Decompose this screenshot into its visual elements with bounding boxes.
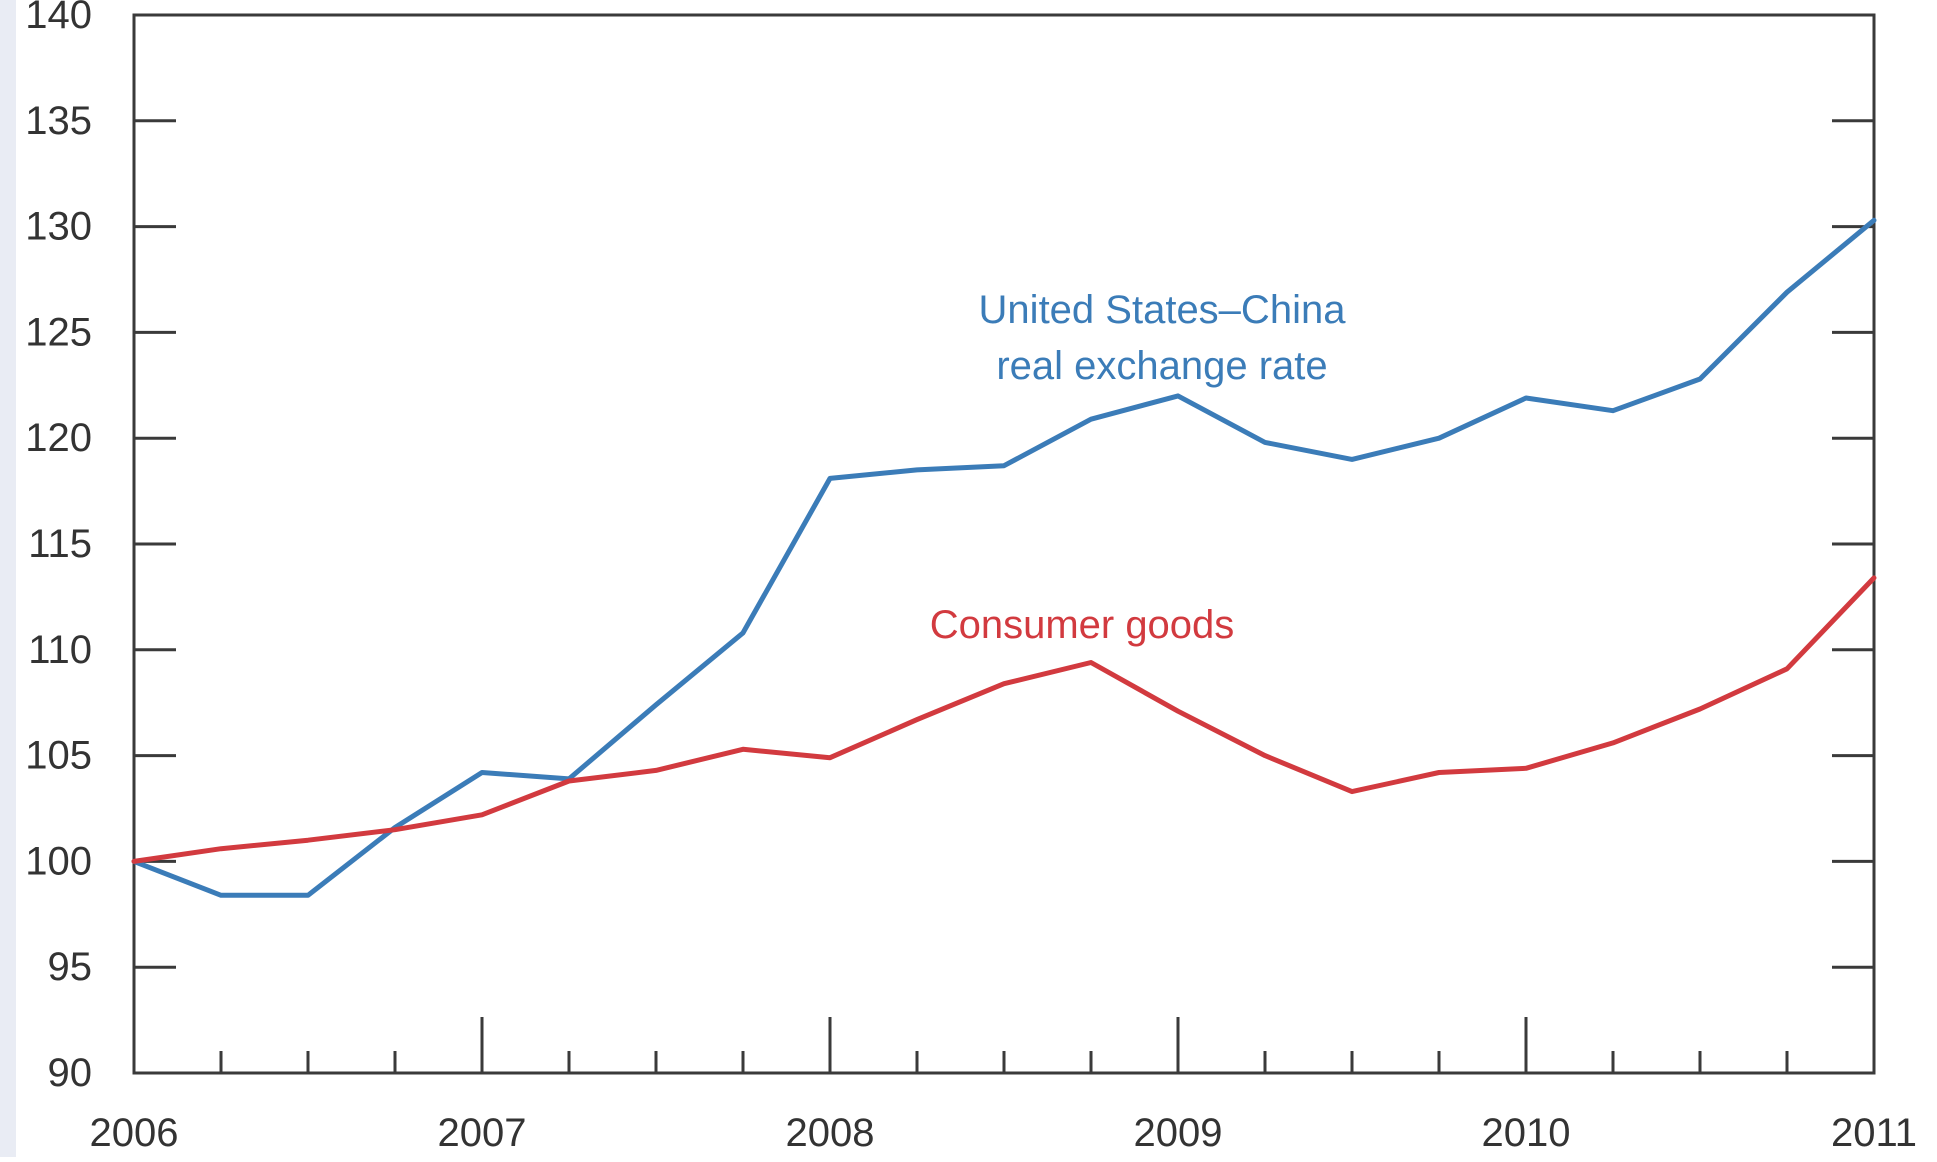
y-tick-label: 130 [25, 205, 92, 249]
plot-frame [132, 13, 1876, 1075]
y-tick-label: 100 [25, 839, 92, 883]
x-tick-label: 2010 [1482, 1111, 1571, 1155]
y-tick-label: 90 [48, 1051, 93, 1095]
series-label: real exchange rate [996, 344, 1327, 388]
y-tick-label: 95 [48, 945, 93, 989]
y-tick-label: 135 [25, 99, 92, 143]
series-line-exchange-rate [131, 217, 1877, 898]
x-tick-label: 2008 [786, 1111, 875, 1155]
series-label: Consumer goods [930, 603, 1235, 647]
x-tick-label: 2009 [1134, 1111, 1223, 1155]
y-tick-label: 140 [25, 0, 92, 37]
left-margin-strip [0, 0, 16, 1157]
x-tick-label: 2006 [90, 1111, 179, 1155]
y-tick-label: 105 [25, 734, 92, 778]
series-line-consumer-goods [131, 575, 1877, 864]
y-tick-label: 110 [28, 628, 92, 672]
series-lines [131, 217, 1877, 898]
y-tick-label: 125 [25, 310, 92, 354]
annotations: United States–China real exchange rate Con… [930, 288, 1347, 647]
y-tick-label: 115 [28, 522, 92, 566]
y-tick-label: 120 [25, 416, 92, 460]
x-tick-label: 2011 [1831, 1111, 1917, 1155]
axes: 90 95 100 105 110 115 120 125 130 135 140 2006 2007 2… [25, 0, 1917, 1155]
x-tick-label: 2007 [438, 1111, 527, 1155]
series-label: United States–China [979, 288, 1347, 332]
